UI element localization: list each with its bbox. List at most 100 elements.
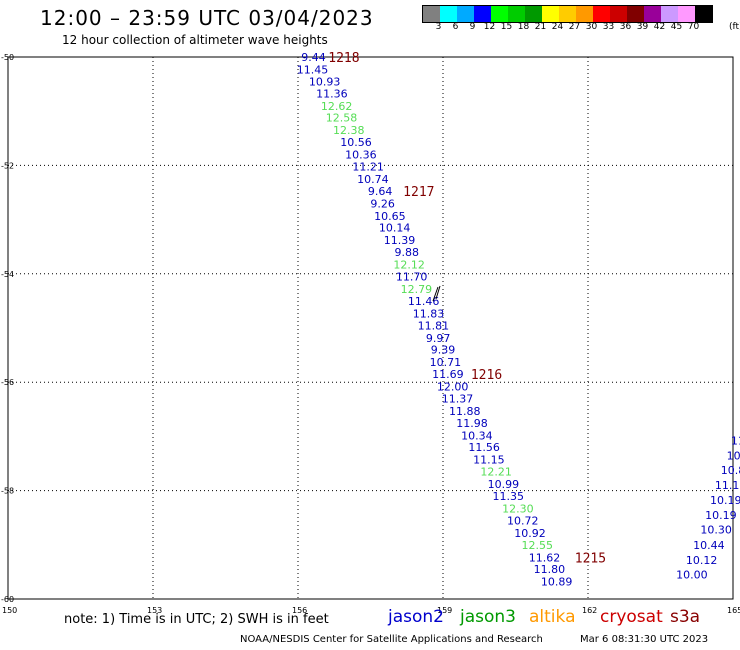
colorbar-swatch <box>627 6 644 22</box>
colorbar-tick-label: 45 <box>670 22 683 32</box>
x-tick-label: 156 <box>292 606 307 615</box>
colorbar-swatch <box>491 6 508 22</box>
colorbar-swatch <box>457 6 474 22</box>
colorbar-tick-label: 15 <box>500 22 513 32</box>
wave-height-label: 11.56 <box>468 441 500 454</box>
colorbar-tick-label: 42 <box>653 22 666 32</box>
x-tick-label: 162 <box>582 606 597 615</box>
colorbar-unit: (ft) <box>729 22 740 32</box>
footer-credit: NOAA/NESDIS Center for Satellite Applica… <box>240 634 543 645</box>
wave-height-label: 10.36 <box>345 149 377 162</box>
wave-height-label: 9.64 <box>368 185 393 198</box>
colorbar-tick-label: 27 <box>568 22 581 32</box>
wave-height-label: 12.79 <box>401 283 433 296</box>
wave-height-label: 10.72 <box>507 514 539 527</box>
wave-height-label: 12.00 <box>437 381 469 394</box>
wave-height-label: 11.37 <box>442 392 474 405</box>
wave-height-label: 10.56 <box>340 136 372 149</box>
wave-height-label: 9.39 <box>431 344 456 357</box>
colorbar-swatch <box>559 6 576 22</box>
wave-height-label: 10.92 <box>514 527 546 540</box>
wave-height-label: 11.36 <box>316 87 348 100</box>
colorbar-tick-label: 36 <box>619 22 632 32</box>
colorbar-swatch <box>525 6 542 22</box>
wave-height-label: 10.00 <box>676 569 708 582</box>
colorbar-swatch <box>644 6 661 22</box>
wave-height-label: 10.99 <box>488 478 520 491</box>
y-tick-label: -54 <box>1 270 14 279</box>
wave-height-label: 11.88 <box>449 405 481 418</box>
wave-height-label: 10.19 <box>710 494 740 507</box>
wave-height-label: 10. <box>727 449 740 462</box>
colorbar-tick-label: 30 <box>585 22 598 32</box>
wave-height-label: 11.81 <box>418 319 450 332</box>
wave-height-label: 11.39 <box>384 234 416 247</box>
wave-height-label: 9.88 <box>395 246 420 259</box>
wave-height-label: 10.93 <box>309 75 341 88</box>
wave-height-label: 9.44 <box>301 51 326 64</box>
wave-height-label: 11.10 <box>715 479 740 492</box>
colorbar-tick-label: 18 <box>517 22 530 32</box>
wave-height-label: 12.55 <box>522 539 554 552</box>
colorbar-tick-label: 70 <box>687 22 700 32</box>
wave-height-label: 10.71 <box>430 356 462 369</box>
satellite-legend-item: cryosat <box>600 607 663 627</box>
wave-height-label: 10.65 <box>374 210 406 223</box>
colorbar-tick-label: 3 <box>435 22 442 32</box>
wave-height-label: 11.80 <box>534 563 566 576</box>
wave-height-label: 10.12 <box>686 554 718 567</box>
wave-height-label: 11.21 <box>352 160 384 173</box>
pass-time-annotation: 1217 <box>403 185 434 200</box>
wave-height-label: 12.62 <box>321 100 353 113</box>
colorbar-swatch <box>678 6 695 22</box>
footer-note: note: 1) Time is in UTC; 2) SWH is in fe… <box>64 612 329 627</box>
satellite-legend-item: s3a <box>670 607 701 627</box>
wave-height-label: 11.70 <box>396 271 428 284</box>
y-tick-label: -52 <box>1 161 14 170</box>
colorbar-swatch <box>440 6 457 22</box>
wave-height-label: 11.45 <box>297 63 329 76</box>
wave-height-label: 11 <box>731 435 740 448</box>
wave-height-label: 10.74 <box>357 173 389 186</box>
pass-time-annotation: 1216 <box>471 368 502 383</box>
colorbar-tick-label: 6 <box>452 22 459 32</box>
colorbar-tick-label: 33 <box>602 22 615 32</box>
colorbar-tick-label: 39 <box>636 22 649 32</box>
colorbar-swatch <box>576 6 593 22</box>
wave-height-label: 10.8 <box>721 464 740 477</box>
y-tick-label: -56 <box>1 378 14 387</box>
colorbar-swatch <box>610 6 627 22</box>
colorbar-tick-label: 24 <box>551 22 564 32</box>
wave-height-label: 10.30 <box>700 524 732 537</box>
wave-height-label: 12.12 <box>393 259 425 272</box>
page-title: 12:00 – 23:59 UTC 03/04/2023 <box>40 6 374 30</box>
plot-frame <box>7 56 734 600</box>
y-tick-label: -60 <box>1 595 14 604</box>
colorbar-swatch <box>695 6 712 22</box>
satellite-legend-item: jason2 <box>388 607 444 627</box>
wave-height-label: 11.69 <box>432 368 464 381</box>
footer-timestamp: Mar 6 08:31:30 UTC 2023 <box>580 634 709 645</box>
wave-height-label: 9.26 <box>370 197 395 210</box>
colorbar <box>422 5 713 23</box>
colorbar-swatch <box>593 6 610 22</box>
satellite-legend-item: jason3 <box>460 607 516 627</box>
colorbar-swatch <box>508 6 525 22</box>
wave-height-label: 10.44 <box>693 539 725 552</box>
wave-height-label: 12.38 <box>333 124 365 137</box>
wave-height-label: 11.83 <box>413 307 445 320</box>
x-tick-label: 153 <box>147 606 162 615</box>
colorbar-tick-label: 21 <box>534 22 547 32</box>
wave-height-label: 12.21 <box>480 466 512 479</box>
colorbar-swatch <box>423 6 440 22</box>
x-tick-label: 165 <box>727 606 740 615</box>
pass-time-annotation: 1218 <box>328 51 359 66</box>
colorbar-tick-label: 12 <box>483 22 496 32</box>
y-tick-label: -58 <box>1 487 14 496</box>
wave-height-label: 11.35 <box>493 490 525 503</box>
x-tick-label: 150 <box>2 606 17 615</box>
wave-height-label: 12.30 <box>502 502 534 515</box>
page-subtitle: 12 hour collection of altimeter wave hei… <box>62 33 328 47</box>
colorbar-swatch <box>661 6 678 22</box>
